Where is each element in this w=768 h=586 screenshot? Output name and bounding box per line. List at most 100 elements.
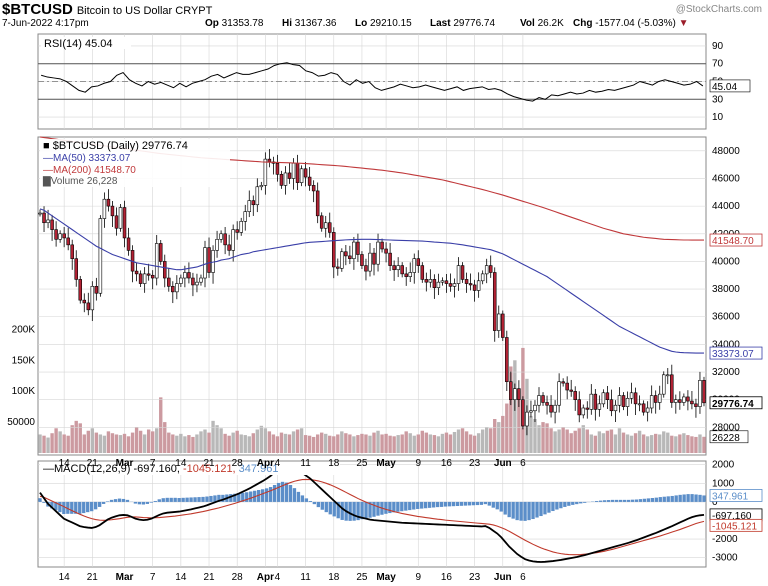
volume-bar [267,431,272,453]
price-last-label-box [709,396,763,410]
candle-body [279,174,284,186]
macd-hist-last-label: 347.961 [712,491,749,502]
macd-histogram-bar [447,501,452,507]
macd-histogram-bar [618,499,623,502]
candle-body [621,395,626,407]
candle-body [657,393,662,403]
candle-body [549,404,553,413]
macd-histogram-bar [141,501,146,505]
volume-bar [493,419,497,453]
macd-histogram-bar [336,501,340,519]
macd-tick-label: -3000 [712,553,738,564]
candle-body [376,241,380,265]
candle-body [678,399,682,403]
volume-bar [283,433,288,453]
volume-bar [662,431,666,453]
macd-histogram-bar [78,501,82,514]
x-axis-label-price: Mar [116,458,134,469]
macd-histogram-bar [439,501,444,507]
macd-histogram-bar [551,501,555,512]
rsi-legend-bg [41,37,131,49]
volume-bar [146,429,151,453]
volume-bar [74,420,78,453]
price-tick-label: 32000 [712,367,740,378]
candle-body [158,243,163,262]
macd-histogram-bar [308,500,313,502]
volume-bar [130,432,135,453]
volume-bar [311,436,316,453]
macd-histogram-bar [137,501,142,505]
macd-histogram-bar [54,501,58,511]
macd-histogram-bar [479,501,484,505]
macd-histogram-bar [431,501,436,508]
volume-bar [666,432,670,453]
candle-body [299,168,304,183]
candle-body [553,404,557,413]
candle-body [690,400,694,405]
macd-histogram-bar [670,495,674,502]
candle-body [424,279,429,283]
volume-bar [134,427,139,453]
candle-body [581,407,586,416]
macd-histogram-bar [412,501,416,510]
candle-body [199,277,203,283]
volume-bar [617,428,622,453]
macd-histogram-bar [563,501,567,507]
volume-bar [203,429,207,453]
volume-bar [191,436,195,453]
volume-bar [416,434,420,453]
volume-bar [480,429,485,453]
volume-bar [670,435,674,453]
price-tick-label: 36000 [712,312,740,323]
volume-bar [424,432,429,453]
candle-body [332,232,336,268]
candle-body [472,284,477,291]
macd-histogram-bar [177,498,181,502]
macd-histogram-bar [121,498,126,502]
candle-body [694,403,698,407]
volume-bar [654,433,658,453]
x-axis-label-bottom: 9 [415,572,421,583]
macd-histogram-bar [658,497,662,502]
candle-body [666,374,670,377]
macd-histogram-bar [515,501,519,521]
candle-body [195,281,199,286]
volume-bar [549,428,553,453]
macd-histogram-bar [348,501,352,521]
macd-histogram-bar [487,501,491,506]
candle-body [625,398,630,407]
candle-body [521,399,525,427]
volume-bar [649,435,654,453]
volume-bar [263,428,268,453]
macd-histogram-bar [459,501,464,506]
candle-body [617,395,622,406]
candle-body [364,265,368,272]
macd-histogram-bar [594,500,599,502]
volume-bar [633,433,638,453]
candle-body [94,286,99,294]
volume-bar [497,422,501,453]
volume-bar [179,433,183,453]
macd-histogram-bar [567,501,571,506]
candle-body [223,233,227,246]
macd-histogram-bar [209,495,213,502]
macd-histogram-bar [189,497,193,502]
macd-histogram-bar [229,494,233,502]
macd-histogram-bar [646,498,651,502]
macd-histogram-bar [221,494,225,502]
macd-histogram-bar [62,501,66,514]
macd-histogram-bar [698,494,702,502]
macd-histogram-bar [606,500,611,502]
macd-histogram-bar [535,501,539,518]
macd-last-label: -697.160 [712,511,752,522]
candle-body [215,239,219,251]
macd-histogram-bar [642,498,647,502]
macd-tick-label: 0 [712,497,718,508]
candle-body [513,388,517,400]
x-axis-label-price: 7 [150,458,156,469]
macd-histogram-bar [268,487,273,502]
macd-tick-label: 1000 [712,478,735,489]
volume-bar [324,433,328,453]
macd-histogram-bar [674,495,678,502]
volume-bar [235,430,239,453]
